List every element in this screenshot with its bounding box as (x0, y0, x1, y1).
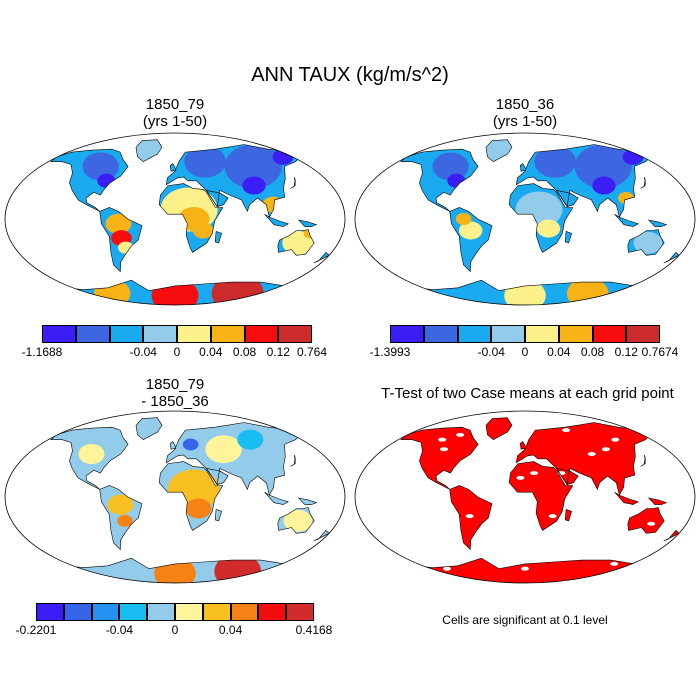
colorbar-swatch (177, 325, 211, 343)
colorbar-swatch (42, 325, 76, 343)
panel-3-title: 1850_79 - 1850_36 (25, 376, 325, 410)
colorbar-swatch (558, 325, 593, 343)
colorbar-swatch (147, 603, 175, 621)
australia-region (633, 231, 663, 254)
colorbar-label: -0.04 (477, 345, 505, 359)
europe-region (184, 145, 226, 178)
colorbar-label: 0.04 (218, 623, 243, 637)
colorbar-swatch (75, 325, 110, 343)
map-border (354, 132, 696, 306)
colorbar-label: 0.04 (199, 345, 223, 359)
colorbar-label: 0.08 (580, 345, 605, 359)
colorbar-swatch (244, 325, 279, 343)
colorbar-2: -1.3993 -0.04 0 0.04 0.08 0.12 0.7674 (370, 325, 678, 361)
significance-note: Cells are significant at 0.1 level (442, 613, 608, 627)
colorbar-label: 0.12 (614, 345, 638, 359)
colorbar-swatch (592, 325, 627, 343)
main-title: ANN TAUX (kg/m/s^2) (251, 64, 449, 86)
panel-1-title-line1: 1850_79 (145, 96, 205, 113)
map-panel-1850-36 (354, 132, 696, 306)
canada-region (82, 152, 119, 181)
far-east-region (622, 148, 644, 165)
panel-4-title-line1: T-Test of two Case means at each grid po… (381, 385, 674, 402)
europe-region (534, 145, 576, 178)
far-east-region (272, 148, 294, 165)
panel-2-title: 1850_36 (yrs 1-50) (375, 96, 675, 130)
colorbar-label: 0 (521, 345, 529, 359)
colorbar-label: 0 (171, 623, 179, 637)
colorbar-label: 0.764 (296, 345, 328, 359)
coastlines (400, 417, 680, 583)
south-africa-region (536, 219, 561, 238)
colorbar-label: 0 (173, 345, 181, 359)
colorbar-swatch (286, 603, 314, 621)
colorbar-swatch (390, 325, 424, 343)
siberia-region (224, 144, 282, 189)
colorbar-label: -1.3993 (369, 345, 411, 359)
colorbar-label: 0.4168 (295, 623, 333, 637)
colorbar-swatch (230, 603, 259, 621)
south-africa-region (185, 498, 212, 519)
tibet-region (242, 176, 266, 195)
colorbar-label: -0.04 (105, 623, 134, 637)
map-panel-ttest (354, 410, 696, 584)
colorbar-swatch (119, 603, 148, 621)
colorbar-3: -0.2201 -0.04 0 0.04 0.4168 (16, 603, 332, 639)
nonsignificant-cells (438, 428, 656, 571)
panel-1-title: 1850_79 (yrs 1-50) (25, 96, 325, 130)
colorbar-label: -0.2201 (15, 623, 57, 637)
australia-region (283, 509, 313, 532)
colorbar-swatch (457, 325, 492, 343)
central-asia-region (205, 435, 242, 464)
colorbar-label: 0.12 (266, 345, 290, 359)
brazil-region (458, 221, 483, 240)
map-border (4, 132, 346, 306)
map-border (4, 410, 346, 584)
panel-3-title-line2: - 1850_36 (141, 393, 209, 410)
tibet-region (592, 176, 616, 195)
map-panel-difference (4, 410, 346, 584)
colorbar-swatch (491, 325, 525, 343)
colorbar-swatch (626, 325, 660, 343)
europe-region (182, 438, 199, 451)
canada-region (432, 152, 469, 181)
colorbar-swatch (175, 603, 203, 621)
map-border (354, 410, 696, 584)
panel-1-title-line2: (yrs 1-50) (142, 113, 208, 130)
siberia-region (237, 429, 264, 450)
colorbar-label: 0.04 (547, 345, 571, 359)
south-africa-region (192, 222, 214, 239)
panel-2-title-line1: 1850_36 (495, 96, 555, 113)
colorbar-label: -1.1688 (21, 345, 63, 359)
colorbar-swatch (525, 325, 559, 343)
colorbar-swatch (423, 325, 458, 343)
colorbar-swatch (36, 603, 64, 621)
panel-2-title-line2: (yrs 1-50) (492, 113, 558, 130)
coastlines (400, 139, 680, 305)
siberia-region (574, 144, 632, 189)
coastlines (50, 139, 330, 305)
colorbar-swatch (143, 325, 177, 343)
colorbar-label: 0.08 (232, 345, 257, 359)
colorbar-swatch (202, 603, 231, 621)
colorbar-1: -1.1688 -0.04 0 0.04 0.08 0.12 0.764 (22, 325, 327, 361)
colorbar-swatch (109, 325, 144, 343)
colorbar-label: -0.04 (129, 345, 157, 359)
colorbar-swatch (63, 603, 92, 621)
panel-3-title-line1: 1850_79 (145, 376, 205, 393)
amazon-region (105, 213, 132, 234)
colorbar-swatch (210, 325, 245, 343)
brazil-region (117, 514, 133, 527)
panel-4-title: T-Test of two Case means at each grid po… (355, 385, 700, 402)
amazon-region (455, 213, 472, 225)
colorbar-swatch (91, 603, 120, 621)
colorbar-swatch (258, 603, 287, 621)
colorbar-swatch (278, 325, 312, 343)
coastlines (50, 417, 330, 583)
amazon-region (107, 494, 134, 515)
us-region (78, 444, 105, 464)
map-panel-1850-79 (4, 132, 346, 306)
colorbar-label: 0.7674 (641, 345, 679, 359)
